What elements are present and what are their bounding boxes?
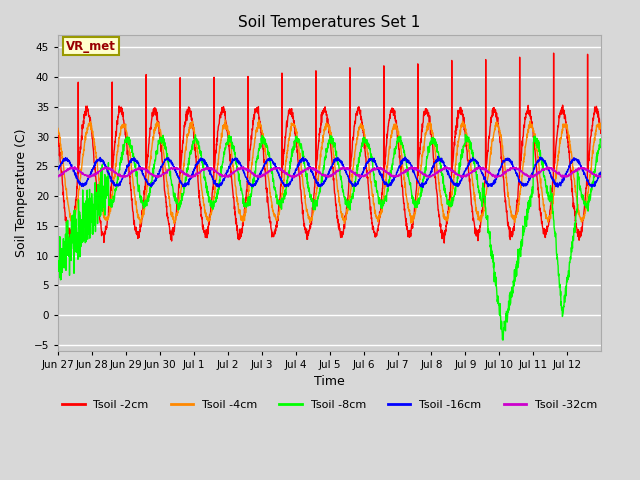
Text: VR_met: VR_met (66, 39, 116, 52)
Title: Soil Temperatures Set 1: Soil Temperatures Set 1 (239, 15, 421, 30)
Y-axis label: Soil Temperature (C): Soil Temperature (C) (15, 129, 28, 257)
X-axis label: Time: Time (314, 375, 345, 388)
Legend: Tsoil -2cm, Tsoil -4cm, Tsoil -8cm, Tsoil -16cm, Tsoil -32cm: Tsoil -2cm, Tsoil -4cm, Tsoil -8cm, Tsoi… (58, 396, 602, 415)
